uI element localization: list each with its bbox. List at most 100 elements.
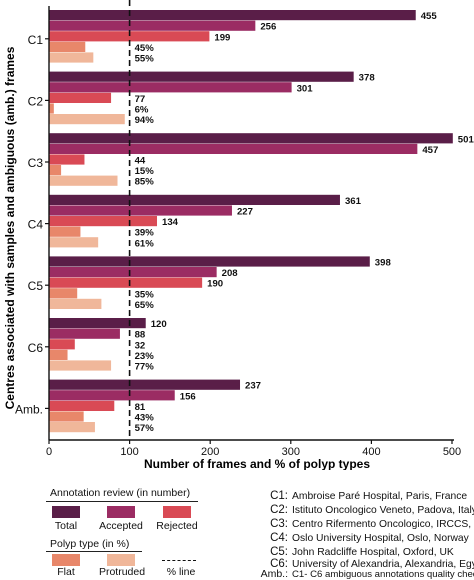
centre-row-c3: C3: Centro Rifermento Oncologico, IRCCS, … <box>270 518 474 530</box>
bar-c6-rejected <box>49 339 75 350</box>
bar-c1-total <box>49 10 416 21</box>
x-tick-label-0: 0 <box>46 446 52 458</box>
bar-amb-total <box>49 379 241 390</box>
label-amb-rejected: 81 <box>135 402 146 413</box>
bar-c5-accepted <box>49 267 217 278</box>
label-c4-flat: 39% <box>135 228 155 239</box>
bar-c1-flat <box>49 41 86 52</box>
label-amb-total: 237 <box>245 381 261 392</box>
bar-c3-rejected <box>49 154 85 165</box>
bar-chart: 45525619945%55%378301776%94%5014574415%8… <box>3 0 474 470</box>
legend-polyp-rule <box>46 551 142 552</box>
category-label-c1: C1 <box>28 33 44 47</box>
bar-c4-protruded <box>49 237 99 248</box>
category-label-c4: C4 <box>28 218 44 232</box>
label-c2-accepted: 301 <box>297 83 314 94</box>
label-c1-rejected: 199 <box>214 32 230 43</box>
label-c4-accepted: 227 <box>237 207 253 218</box>
label-c2-protruded: 94% <box>135 115 155 126</box>
bar-c2-protruded <box>49 114 125 125</box>
x-tick-label-300: 300 <box>282 446 300 458</box>
label-c3-accepted: 457 <box>422 145 438 156</box>
legend-swatch-rejected <box>163 506 191 518</box>
bar-c6-flat <box>49 349 68 360</box>
legend-swatch-total <box>52 506 80 518</box>
label-c4-protruded: 61% <box>135 238 155 249</box>
bar-c4-accepted <box>49 205 232 216</box>
bar-amb-accepted <box>49 390 175 401</box>
label-c6-protruded: 77% <box>135 362 155 373</box>
chart-category-labels: C1 C2 C3 C4 C5 C6 Amb. <box>15 33 49 416</box>
label-c1-total: 455 <box>421 11 438 22</box>
chart-bars <box>49 10 453 433</box>
centre-row-c6: C6: University of Alexandria, Alexandria,… <box>270 558 474 570</box>
x-tick-label-200: 200 <box>201 446 219 458</box>
bar-c5-total <box>49 256 370 267</box>
legend-swatch-protruded <box>107 554 135 566</box>
label-c5-accepted: 208 <box>222 268 239 279</box>
legend-review-rule <box>46 501 198 502</box>
bar-c3-total <box>49 133 453 144</box>
bar-c1-accepted <box>49 20 256 31</box>
label-c5-protruded: 65% <box>135 300 155 311</box>
bar-amb-protruded <box>49 422 95 433</box>
bar-c3-accepted <box>49 143 418 154</box>
bar-c5-flat <box>49 288 78 299</box>
bar-amb-rejected <box>49 400 115 411</box>
centre-row-c5: C5: John Radcliffe Hospital, Oxford, UK <box>270 546 454 558</box>
centre-row-amb: Amb.: C1- C6 ambiguous annotations qualit… <box>260 568 474 580</box>
legend-label-flat: Flat <box>57 566 75 578</box>
category-label-c6: C6 <box>28 341 44 355</box>
label-c6-rejected: 32 <box>135 340 146 351</box>
bar-c1-protruded <box>49 52 94 63</box>
label-c2-flat: 6% <box>135 105 149 116</box>
bar-c2-rejected <box>49 92 112 103</box>
label-amb-protruded: 57% <box>135 423 155 434</box>
bar-amb-flat <box>49 411 84 422</box>
bar-c5-rejected <box>49 277 203 288</box>
x-tick-label-500: 500 <box>443 446 461 458</box>
legend-label-accepted: Accepted <box>99 520 143 532</box>
legend-dashed-line-sample <box>162 560 196 561</box>
label-c2-rejected: 77 <box>135 94 146 105</box>
legend-swatch-flat <box>52 554 80 566</box>
label-c3-protruded: 85% <box>135 177 155 188</box>
label-c4-rejected: 134 <box>162 217 179 228</box>
legend-review-title: Annotation review (in number) <box>50 487 191 499</box>
legend-label-total: Total <box>54 520 78 532</box>
chart-value-labels: 45525619945%55%378301776%94%5014574415%8… <box>135 11 474 434</box>
category-label-amb: Amb. <box>15 402 43 416</box>
label-c6-accepted: 88 <box>135 330 146 341</box>
bar-c3-flat <box>49 165 62 176</box>
bar-c6-accepted <box>49 328 120 339</box>
bar-c2-accepted <box>49 82 292 93</box>
label-c5-rejected: 190 <box>207 279 223 290</box>
bar-c2-flat <box>49 103 54 114</box>
bar-c4-rejected <box>49 216 158 227</box>
bar-c4-flat <box>49 226 81 237</box>
label-amb-accepted: 156 <box>180 391 196 402</box>
label-amb-flat: 43% <box>135 413 155 424</box>
label-c3-total: 501 <box>458 134 474 145</box>
legend-label-rejected: Rejected <box>156 520 198 532</box>
legend-label-percent-line: % line <box>166 566 196 578</box>
label-c1-flat: 45% <box>135 43 155 54</box>
y-axis-label: Centres associated with samples and ambi… <box>3 46 17 409</box>
label-c1-accepted: 256 <box>260 22 276 33</box>
label-c6-total: 120 <box>151 319 167 330</box>
label-c2-total: 378 <box>359 73 376 84</box>
x-tick-label-400: 400 <box>362 446 380 458</box>
label-c1-protruded: 55% <box>135 54 155 65</box>
label-c5-flat: 35% <box>135 289 155 300</box>
legend-label-protruded: Protruded <box>98 566 146 578</box>
bar-c1-rejected <box>49 31 210 42</box>
bar-c3-protruded <box>49 175 118 186</box>
legend-swatch-accepted <box>107 506 135 518</box>
centre-row-c2: C2: Istituto Oncologico Veneto, Padova, I… <box>270 504 474 516</box>
label-c3-flat: 15% <box>135 166 155 177</box>
label-c3-rejected: 44 <box>135 156 146 167</box>
label-c5-total: 398 <box>375 258 392 269</box>
centre-row-c4: C4: Oslo University Hospital, Oslo, Norwa… <box>270 532 469 544</box>
centre-row-c1: C1: Ambroise Paré Hospital, Paris, France <box>270 490 468 502</box>
category-label-c5: C5 <box>28 279 44 293</box>
